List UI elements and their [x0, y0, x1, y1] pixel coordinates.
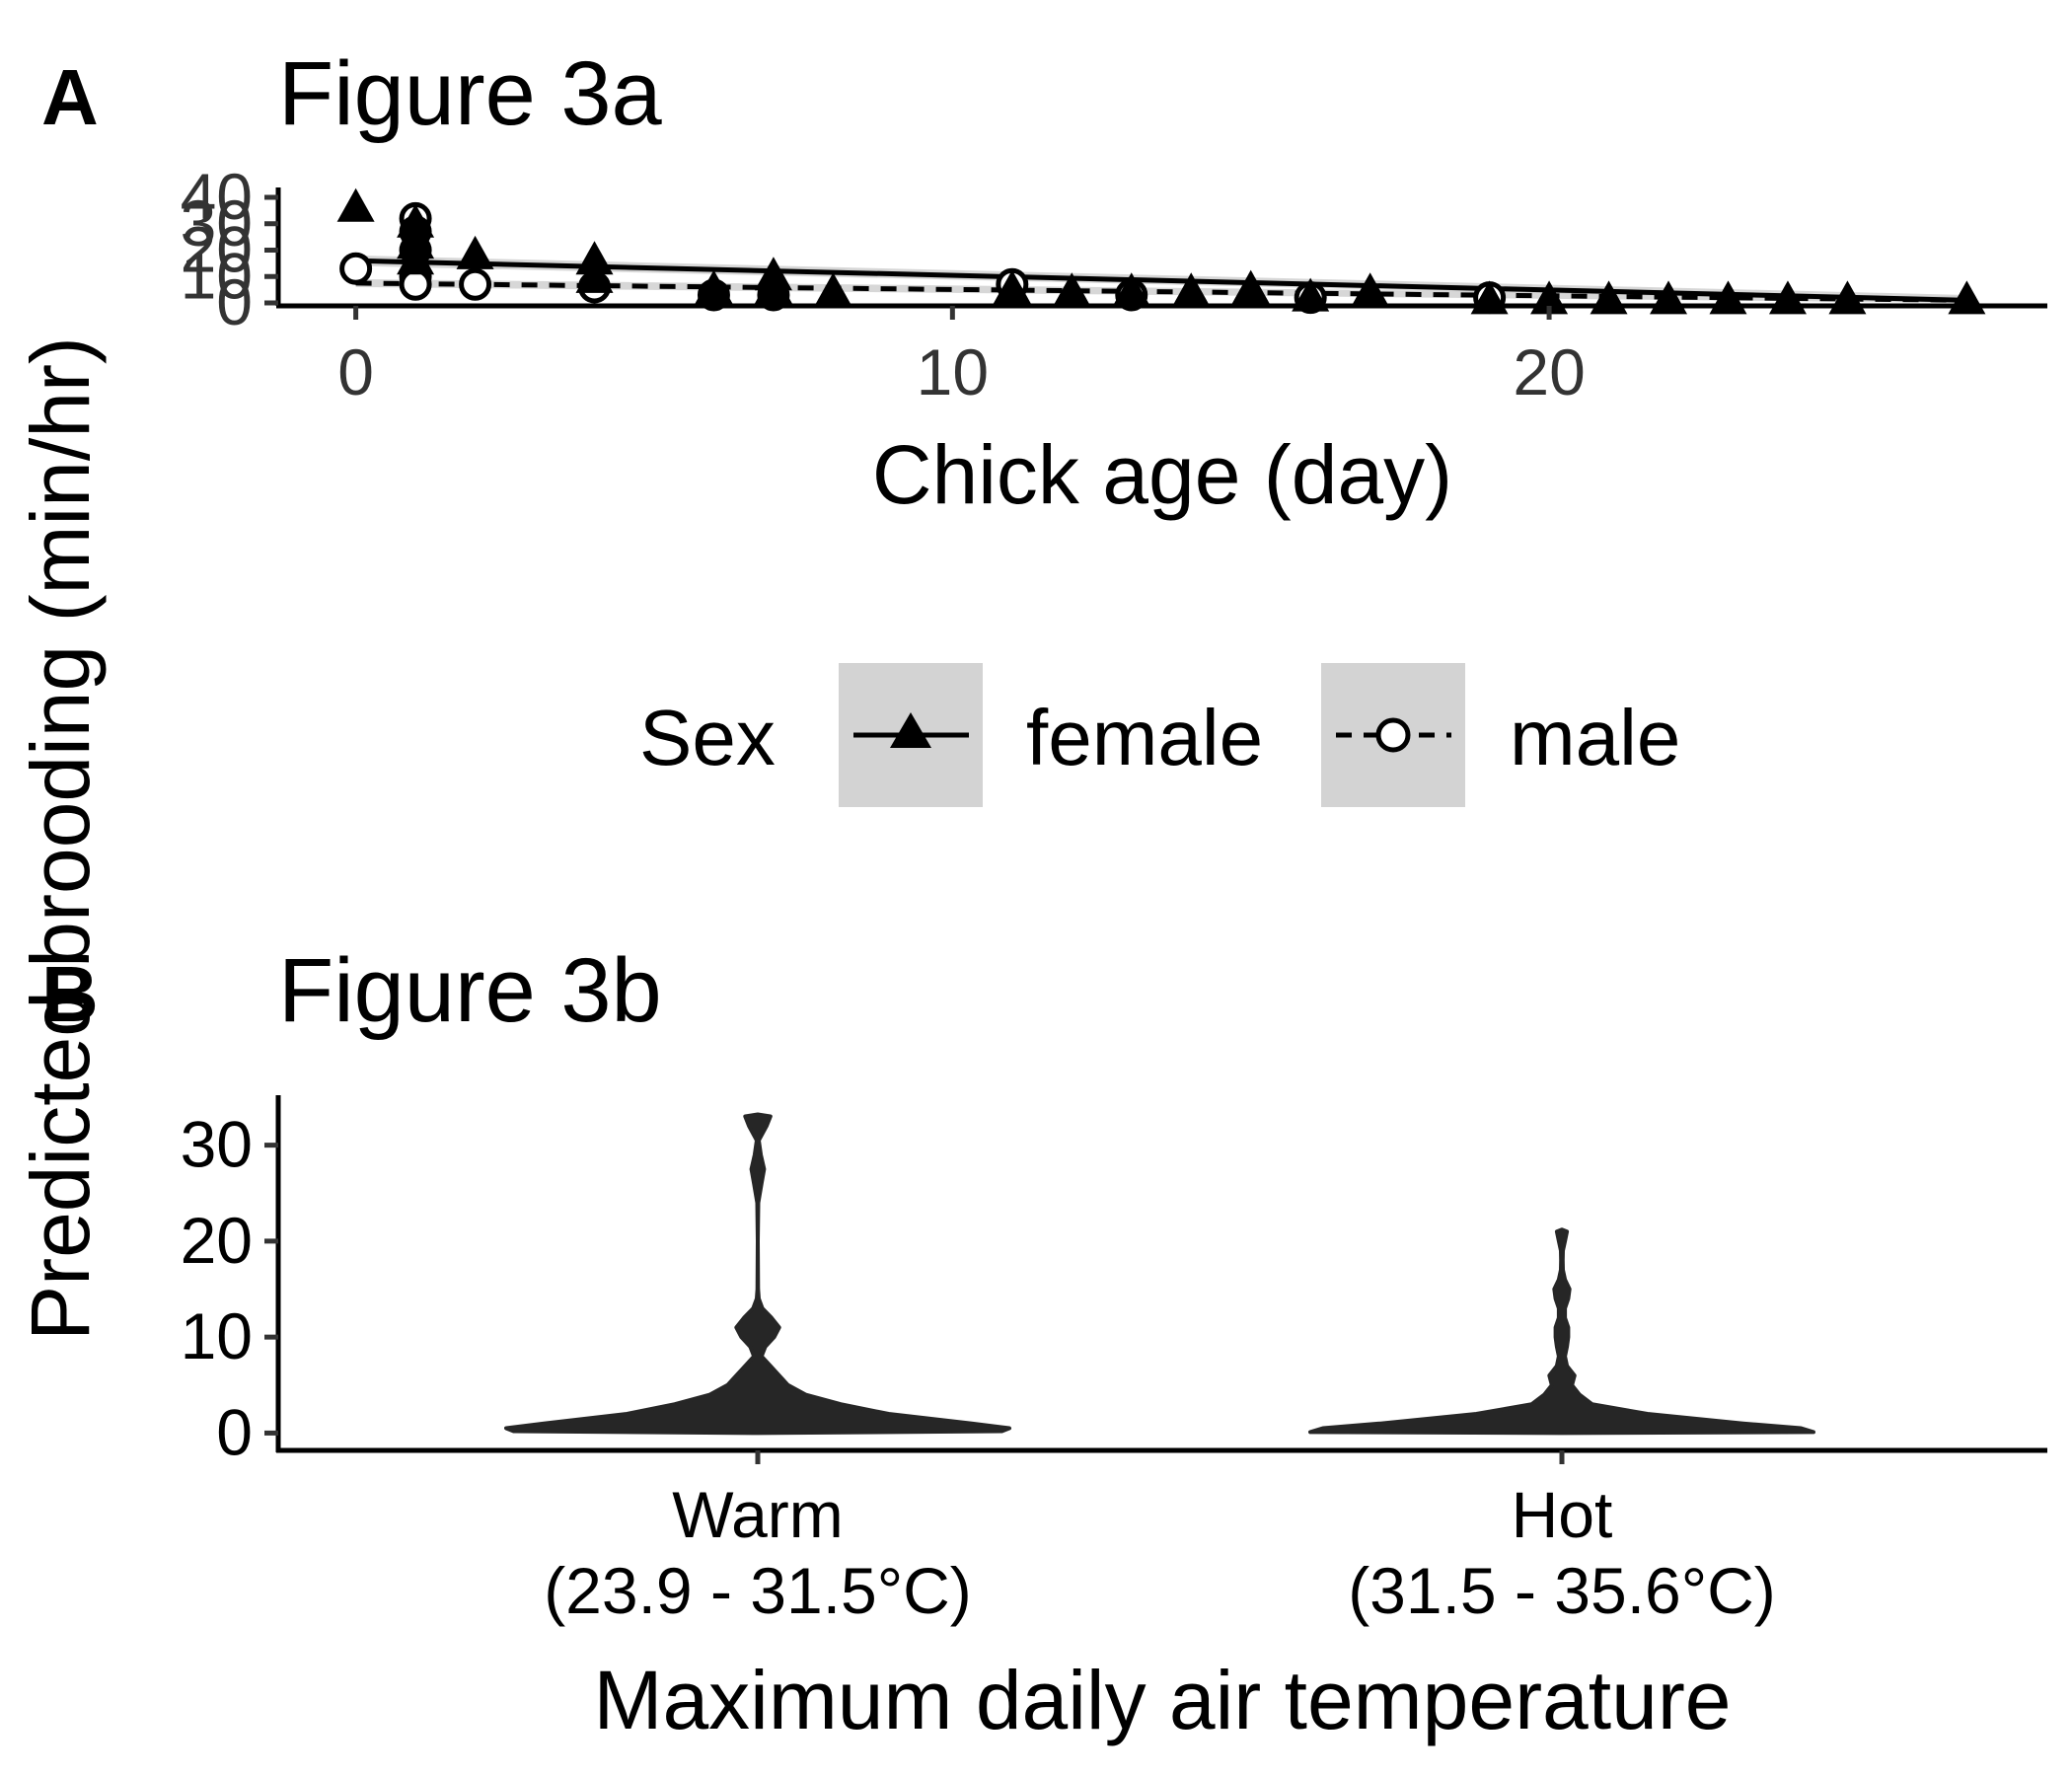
y-tick-label-b-0: 0 [216, 1395, 253, 1468]
shared-y-axis-title: Predicted brooding (min/hr) [14, 336, 107, 1341]
y-tick-label-a-10: 10 [181, 239, 253, 312]
point-female-15 [1231, 269, 1270, 304]
point-female-7 [695, 269, 733, 304]
point-male-5 [399, 267, 432, 301]
fit-line-female [355, 258, 1967, 303]
point-female-4 [456, 235, 494, 269]
panel-a-x-axis-title: Chick age (day) [872, 428, 1452, 521]
fit-line-male [355, 280, 1967, 303]
point-male-0 [339, 252, 373, 285]
point-female-17 [1351, 272, 1389, 307]
point-female-9 [754, 269, 792, 304]
point-female-14 [1172, 272, 1211, 307]
panel-b-title: Figure 3b [278, 940, 662, 1041]
panel-a-fit-lines [355, 258, 1967, 303]
violin-hot [1308, 1227, 1815, 1436]
point-female-10 [814, 272, 852, 307]
legend-triangle-icon [890, 712, 931, 748]
panel-b: B Figure 3b 0 10 20 30 Warm(23.9 - 31.5°C) H… [41, 940, 2047, 1746]
point-male-6 [459, 267, 492, 301]
y-tick-label-a-30: 30 [181, 186, 253, 259]
y-tick-label-a-20: 20 [181, 213, 253, 286]
y-tick-label-a-0: 0 [216, 265, 253, 338]
point-female-6 [575, 259, 614, 293]
y-tick-label-b-20: 20 [181, 1204, 253, 1277]
panel-b-x-ticks: Warm(23.9 - 31.5°C) Hot(31.5 - 35.6°C) [544, 1450, 1776, 1627]
violin-warm [504, 1112, 1011, 1436]
point-female-13 [1112, 272, 1150, 307]
panel-b-violins [504, 1112, 1815, 1436]
point-female-11 [993, 269, 1031, 304]
x-tick-sublabel-b-0: (23.9 - 31.5°C) [544, 1554, 972, 1627]
x-tick-sublabel-b-1: (31.5 - 35.6°C) [1348, 1554, 1776, 1627]
legend-key-male [1321, 663, 1465, 807]
y-tick-label-b-10: 10 [181, 1299, 253, 1372]
legend-circle-icon [1375, 717, 1411, 753]
panel-a-title: Figure 3a [278, 43, 662, 144]
legend: Sex female male [639, 663, 1680, 807]
panel-a-tag: A [41, 53, 99, 141]
x-tick-label-b-1: Hot [1512, 1478, 1613, 1551]
legend-label-female: female [1026, 694, 1263, 781]
panel-b-y-ticks: 0 10 20 30 [181, 1108, 278, 1468]
point-female-12 [1053, 272, 1091, 307]
y-tick-label-b-30: 30 [181, 1108, 253, 1181]
y-tick-label-a-40: 40 [181, 160, 253, 233]
point-female-3 [397, 241, 435, 275]
x-tick-label-a-20: 20 [1513, 335, 1585, 408]
point-female-16 [1292, 277, 1330, 312]
point-female-5 [575, 241, 614, 275]
x-tick-label-b-0: Warm [672, 1478, 844, 1551]
panel-b-x-axis-title: Maximum daily air temperature [593, 1654, 1731, 1746]
legend-key-female [839, 663, 983, 807]
x-tick-label-a-0: 0 [337, 335, 374, 408]
panel-b-tag: B [41, 950, 99, 1038]
point-female-0 [336, 187, 375, 222]
panel-a-x-ticks: 0 10 20 [337, 306, 1586, 408]
x-tick-label-a-10: 10 [917, 335, 989, 408]
legend-label-male: male [1510, 694, 1680, 781]
point-female-1 [397, 203, 435, 238]
legend-title: Sex [639, 694, 776, 781]
